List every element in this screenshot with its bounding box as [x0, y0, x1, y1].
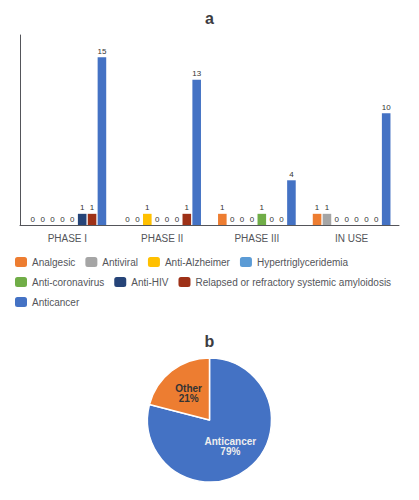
svg-text:1: 1	[80, 203, 85, 212]
svg-text:0: 0	[31, 215, 36, 224]
svg-text:15: 15	[97, 47, 106, 56]
svg-text:Anticancer: Anticancer	[204, 436, 257, 448]
svg-text:13: 13	[192, 69, 201, 78]
svg-text:0: 0	[364, 215, 369, 224]
svg-text:79%: 79%	[220, 446, 240, 457]
svg-text:PHASE II: PHASE II	[141, 233, 183, 244]
svg-text:0: 0	[125, 215, 130, 224]
svg-text:a: a	[205, 10, 214, 27]
svg-text:Other: Other	[175, 382, 202, 394]
svg-text:0: 0	[50, 215, 55, 224]
svg-text:0: 0	[250, 215, 255, 224]
svg-text:0: 0	[374, 215, 379, 224]
svg-text:0: 0	[230, 215, 235, 224]
svg-text:1: 1	[185, 203, 190, 212]
svg-text:0: 0	[165, 215, 170, 224]
svg-text:1: 1	[325, 203, 330, 212]
svg-text:Anti-HIV: Anti-HIV	[131, 277, 169, 288]
svg-text:1: 1	[145, 203, 150, 212]
svg-text:1: 1	[260, 203, 265, 212]
svg-text:Hypertriglyceridemia: Hypertriglyceridemia	[257, 257, 349, 268]
svg-text:1: 1	[220, 203, 225, 212]
svg-text:0: 0	[335, 215, 340, 224]
svg-text:0: 0	[175, 215, 180, 224]
svg-text:Relapsed or refractory systemi: Relapsed or refractory systemic amyloido…	[195, 277, 391, 288]
svg-text:0: 0	[60, 215, 65, 224]
svg-text:PHASE I: PHASE I	[48, 233, 87, 244]
svg-text:0: 0	[354, 215, 359, 224]
svg-text:0: 0	[269, 215, 274, 224]
svg-text:Analgesic: Analgesic	[32, 257, 75, 268]
svg-text:0: 0	[240, 215, 245, 224]
svg-text:IN USE: IN USE	[335, 233, 369, 244]
svg-text:Anti-Alzheimer: Anti-Alzheimer	[165, 257, 231, 268]
svg-text:Anticancer: Anticancer	[32, 297, 80, 308]
svg-text:0: 0	[155, 215, 160, 224]
svg-text:PHASE III: PHASE III	[234, 233, 279, 244]
svg-text:Anti-coronavirus: Anti-coronavirus	[32, 277, 104, 288]
svg-text:0: 0	[135, 215, 140, 224]
svg-text:Antiviral: Antiviral	[102, 257, 138, 268]
svg-text:21%: 21%	[179, 393, 199, 404]
svg-text:10: 10	[382, 103, 391, 112]
svg-text:1: 1	[90, 203, 95, 212]
svg-text:0: 0	[40, 215, 45, 224]
svg-text:b: b	[205, 333, 215, 350]
svg-text:0: 0	[70, 215, 75, 224]
svg-text:4: 4	[289, 170, 294, 179]
svg-text:0: 0	[279, 215, 284, 224]
svg-text:1: 1	[315, 203, 320, 212]
svg-text:0: 0	[344, 215, 349, 224]
